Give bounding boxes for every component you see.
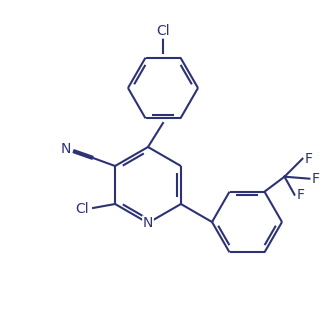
Text: N: N [61, 142, 71, 156]
Text: F: F [312, 172, 319, 186]
Text: F: F [297, 188, 304, 202]
Text: N: N [143, 216, 153, 230]
Text: Cl: Cl [75, 202, 89, 216]
Text: Cl: Cl [156, 24, 170, 38]
Text: F: F [304, 152, 313, 166]
